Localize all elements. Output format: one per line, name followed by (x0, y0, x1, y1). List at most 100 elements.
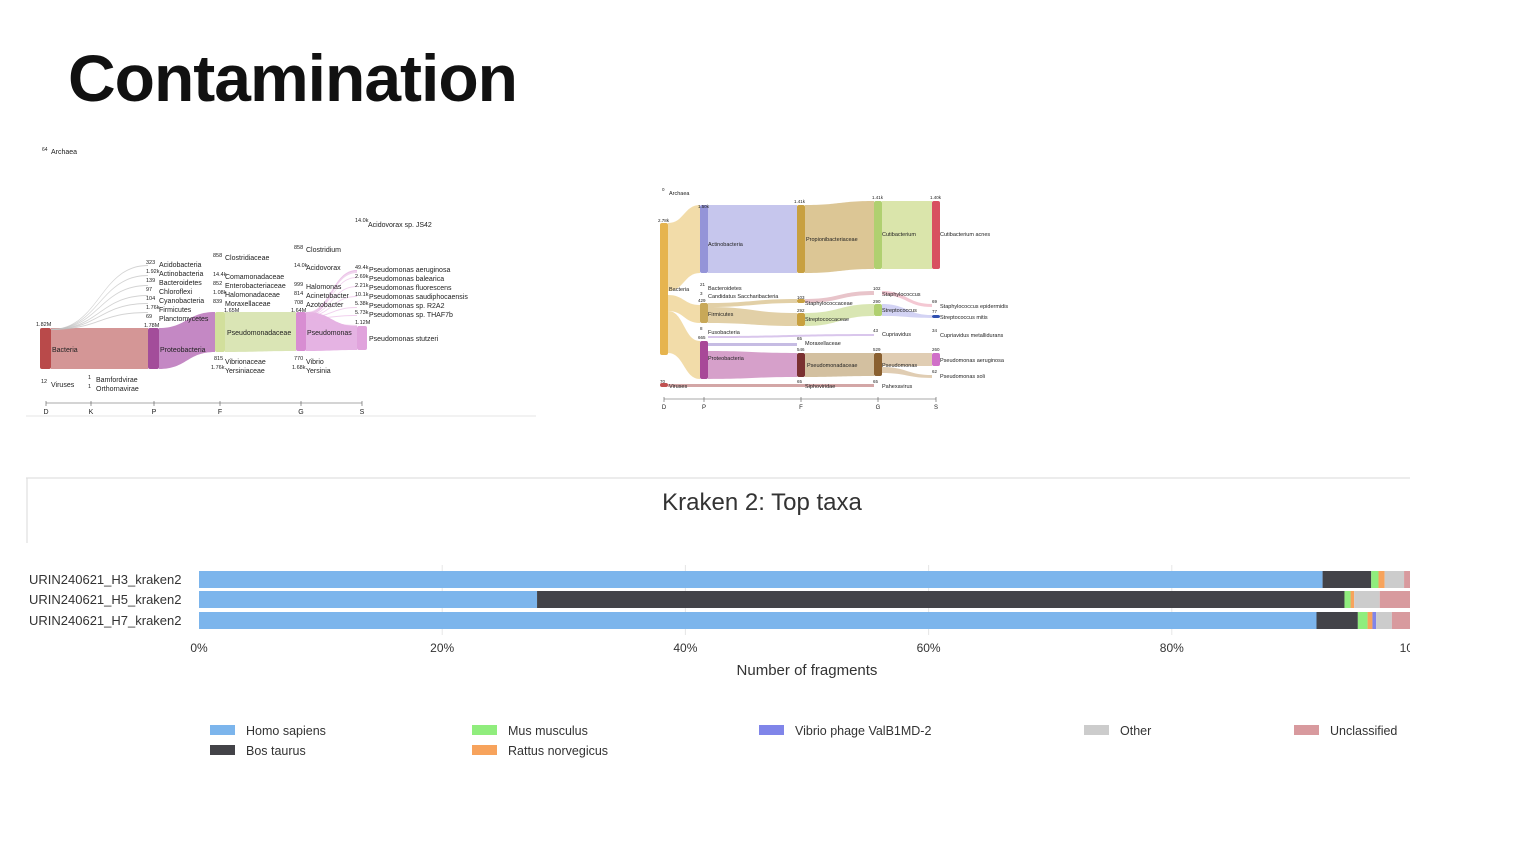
sankey-2-count: 70 (660, 379, 666, 384)
sankey-1-count: 14.4k (213, 272, 227, 278)
sankey-1-count: 139 (146, 278, 155, 284)
kraken-bar-segment (1384, 571, 1405, 588)
sankey-1-label: Yersiniaceae (225, 368, 265, 375)
kraken-bar-segment (1378, 571, 1385, 588)
sankey-2-node-pseudomonas (874, 353, 882, 376)
sankey-1-count: 1.12M (355, 320, 371, 326)
sankey-2-count: 1.41k (872, 195, 884, 200)
kraken-bar-segment (1350, 591, 1355, 608)
sankey-2-node-staphylococcaceae (797, 299, 805, 303)
sankey-1-count: 1.78M (144, 323, 160, 329)
sankey-2-count: 43 (873, 328, 879, 333)
kraken-x-tick-label: 80% (1160, 641, 1184, 655)
sankey-2-count: 8 (700, 326, 703, 331)
sankey-2-count: 1.50k (698, 204, 710, 209)
sankey-2-flow-ps-aeruginosa (882, 353, 932, 366)
sankey-2-label: Archaea (669, 191, 690, 197)
sankey-1-node-bacteria (40, 328, 51, 369)
slide-title: Contamination (68, 41, 518, 115)
kraken-legend-swatch (1084, 725, 1109, 735)
sankey-2-count: 292 (797, 308, 805, 313)
sankey-2-node-bacteria (660, 223, 668, 355)
sankey-chart-sample-2: D P F G S 0 Archaea 2.78k Bacteria 70 Viruses 1.50k… (650, 183, 1040, 413)
kraken-x-tick-label: 0% (190, 641, 208, 655)
sankey-2-label: Pseudomonas aeruginosa (940, 358, 1005, 364)
kraken-category-label: URIN240621_H7_kraken2 (29, 613, 181, 628)
sankey-1-label: Pseudomonadaceae (227, 330, 291, 337)
sankey-2-count: 429 (698, 298, 706, 303)
kraken-bar-segment (199, 571, 1323, 588)
sankey-1-label: Vibrionaceae (225, 359, 266, 366)
sankey-1-count: 852 (213, 281, 222, 287)
kraken-bar-segment (1371, 571, 1379, 588)
sankey-1-label: Pseudomonas (307, 330, 352, 337)
kraken-bar-segment (1367, 612, 1373, 629)
sankey-2-axis-label: S (934, 405, 938, 411)
sankey-2-label: Proteobacteria (708, 356, 745, 362)
sankey-1-flow-species-minor (306, 315, 357, 319)
sankey-1-label: Archaea (51, 149, 77, 156)
kraken-bar-segment (1404, 571, 1415, 588)
sankey-2-flow-firmicutes-staphylococcaceae (708, 299, 797, 307)
sankey-2-count: 62 (932, 369, 938, 374)
sankey-2-node-streptococcus (874, 304, 882, 316)
sankey-1-flow-pseudomonadaceae-pseudomonas (225, 312, 296, 352)
kraken-bar-segment (1344, 591, 1351, 608)
sankey-2-flow-pseudomonas (805, 353, 874, 377)
sankey-2-label: Pahexavirus (882, 384, 913, 390)
sankey-1-flow-minor (51, 295, 148, 330)
sankey-2-axis-label: F (799, 405, 803, 411)
sankey-2-label: Streptococcaceae (805, 317, 849, 323)
sankey-2-flow-bacteria-firmicutes (668, 295, 700, 323)
sankey-1-count: 770 (294, 356, 303, 362)
sankey-2-count: 2.78k (658, 218, 670, 223)
sankey-1-axis-label: P (152, 409, 157, 416)
sankey-2-count: 69 (932, 299, 938, 304)
sankey-2-label: Propionibacteriaceae (806, 237, 858, 243)
kraken-legend-label: Homo sapiens (246, 724, 326, 738)
sankey-1-count: 1.08k (213, 290, 227, 296)
sankey-2-flow-bacteria-proteobacteria (668, 311, 700, 379)
sankey-2-label: Viruses (669, 384, 687, 390)
sankey-2-flow-proteo-pseudomonadaceae (708, 351, 797, 379)
kraken-legend-label: Unclassified (1330, 724, 1397, 738)
sankey-1-label: Pseudomonas sp. THAF7b (369, 312, 453, 319)
sankey-1-count: 839 (213, 299, 222, 305)
kraken-bar-segment (1357, 612, 1368, 629)
sankey-1-count: 858 (294, 245, 303, 251)
sankey-1-label: Acidobacteria (159, 262, 202, 269)
sankey-2-label: Firmicutes (708, 312, 734, 318)
sankey-2-node-proteobacteria (700, 341, 708, 379)
sankey-2-node-cutibacterium (874, 201, 882, 269)
kraken-bar-segment (1372, 612, 1377, 629)
sankey-1-label: Acinetobacter (306, 293, 349, 300)
sankey-1-flow-minor (51, 303, 148, 330)
sankey-2-count: 0 (662, 187, 665, 192)
sankey-1-label: Bacteria (52, 347, 78, 354)
sankey-1-flow-pseudomonas-aeruginosa (306, 270, 357, 316)
sankey-1-flow-minor (51, 265, 148, 330)
sankey-2-count: 290 (873, 299, 881, 304)
kraken-legend-swatch (210, 725, 235, 735)
sankey-1-count: 5.38k (355, 301, 369, 307)
sankey-1-label: Firmicutes (159, 307, 192, 314)
sankey-2-flow-staph (805, 291, 874, 303)
sankey-2-label: Moraxellaceae (805, 341, 841, 347)
kraken-bar-segment (199, 591, 538, 608)
sankey-1-label: Azotobacter (306, 302, 344, 309)
sankey-1-count: 323 (146, 260, 155, 266)
sankey-2-label: Staphylococcaceae (805, 301, 853, 307)
sankey-2-flow-proteo-moraxellaceae (708, 343, 797, 346)
sankey-1-count: 10.1k (355, 292, 369, 298)
kraken-legend-swatch (472, 745, 497, 755)
sankey-1-count: 814 (294, 291, 303, 297)
sankey-1-flow-pseudomonas-stutzeri (306, 312, 357, 351)
sankey-1-axis-label: K (89, 409, 94, 416)
sankey-2-flow-cutibacterium-acnes (882, 201, 932, 269)
sankey-2-node-firmicutes (700, 303, 708, 323)
sankey-2-axis-label: G (876, 405, 881, 411)
sankey-2-count: 103 (797, 295, 805, 300)
sankey-1-flow-species-minor (306, 296, 357, 317)
kraken-legend-label: Bos taurus (246, 744, 306, 758)
